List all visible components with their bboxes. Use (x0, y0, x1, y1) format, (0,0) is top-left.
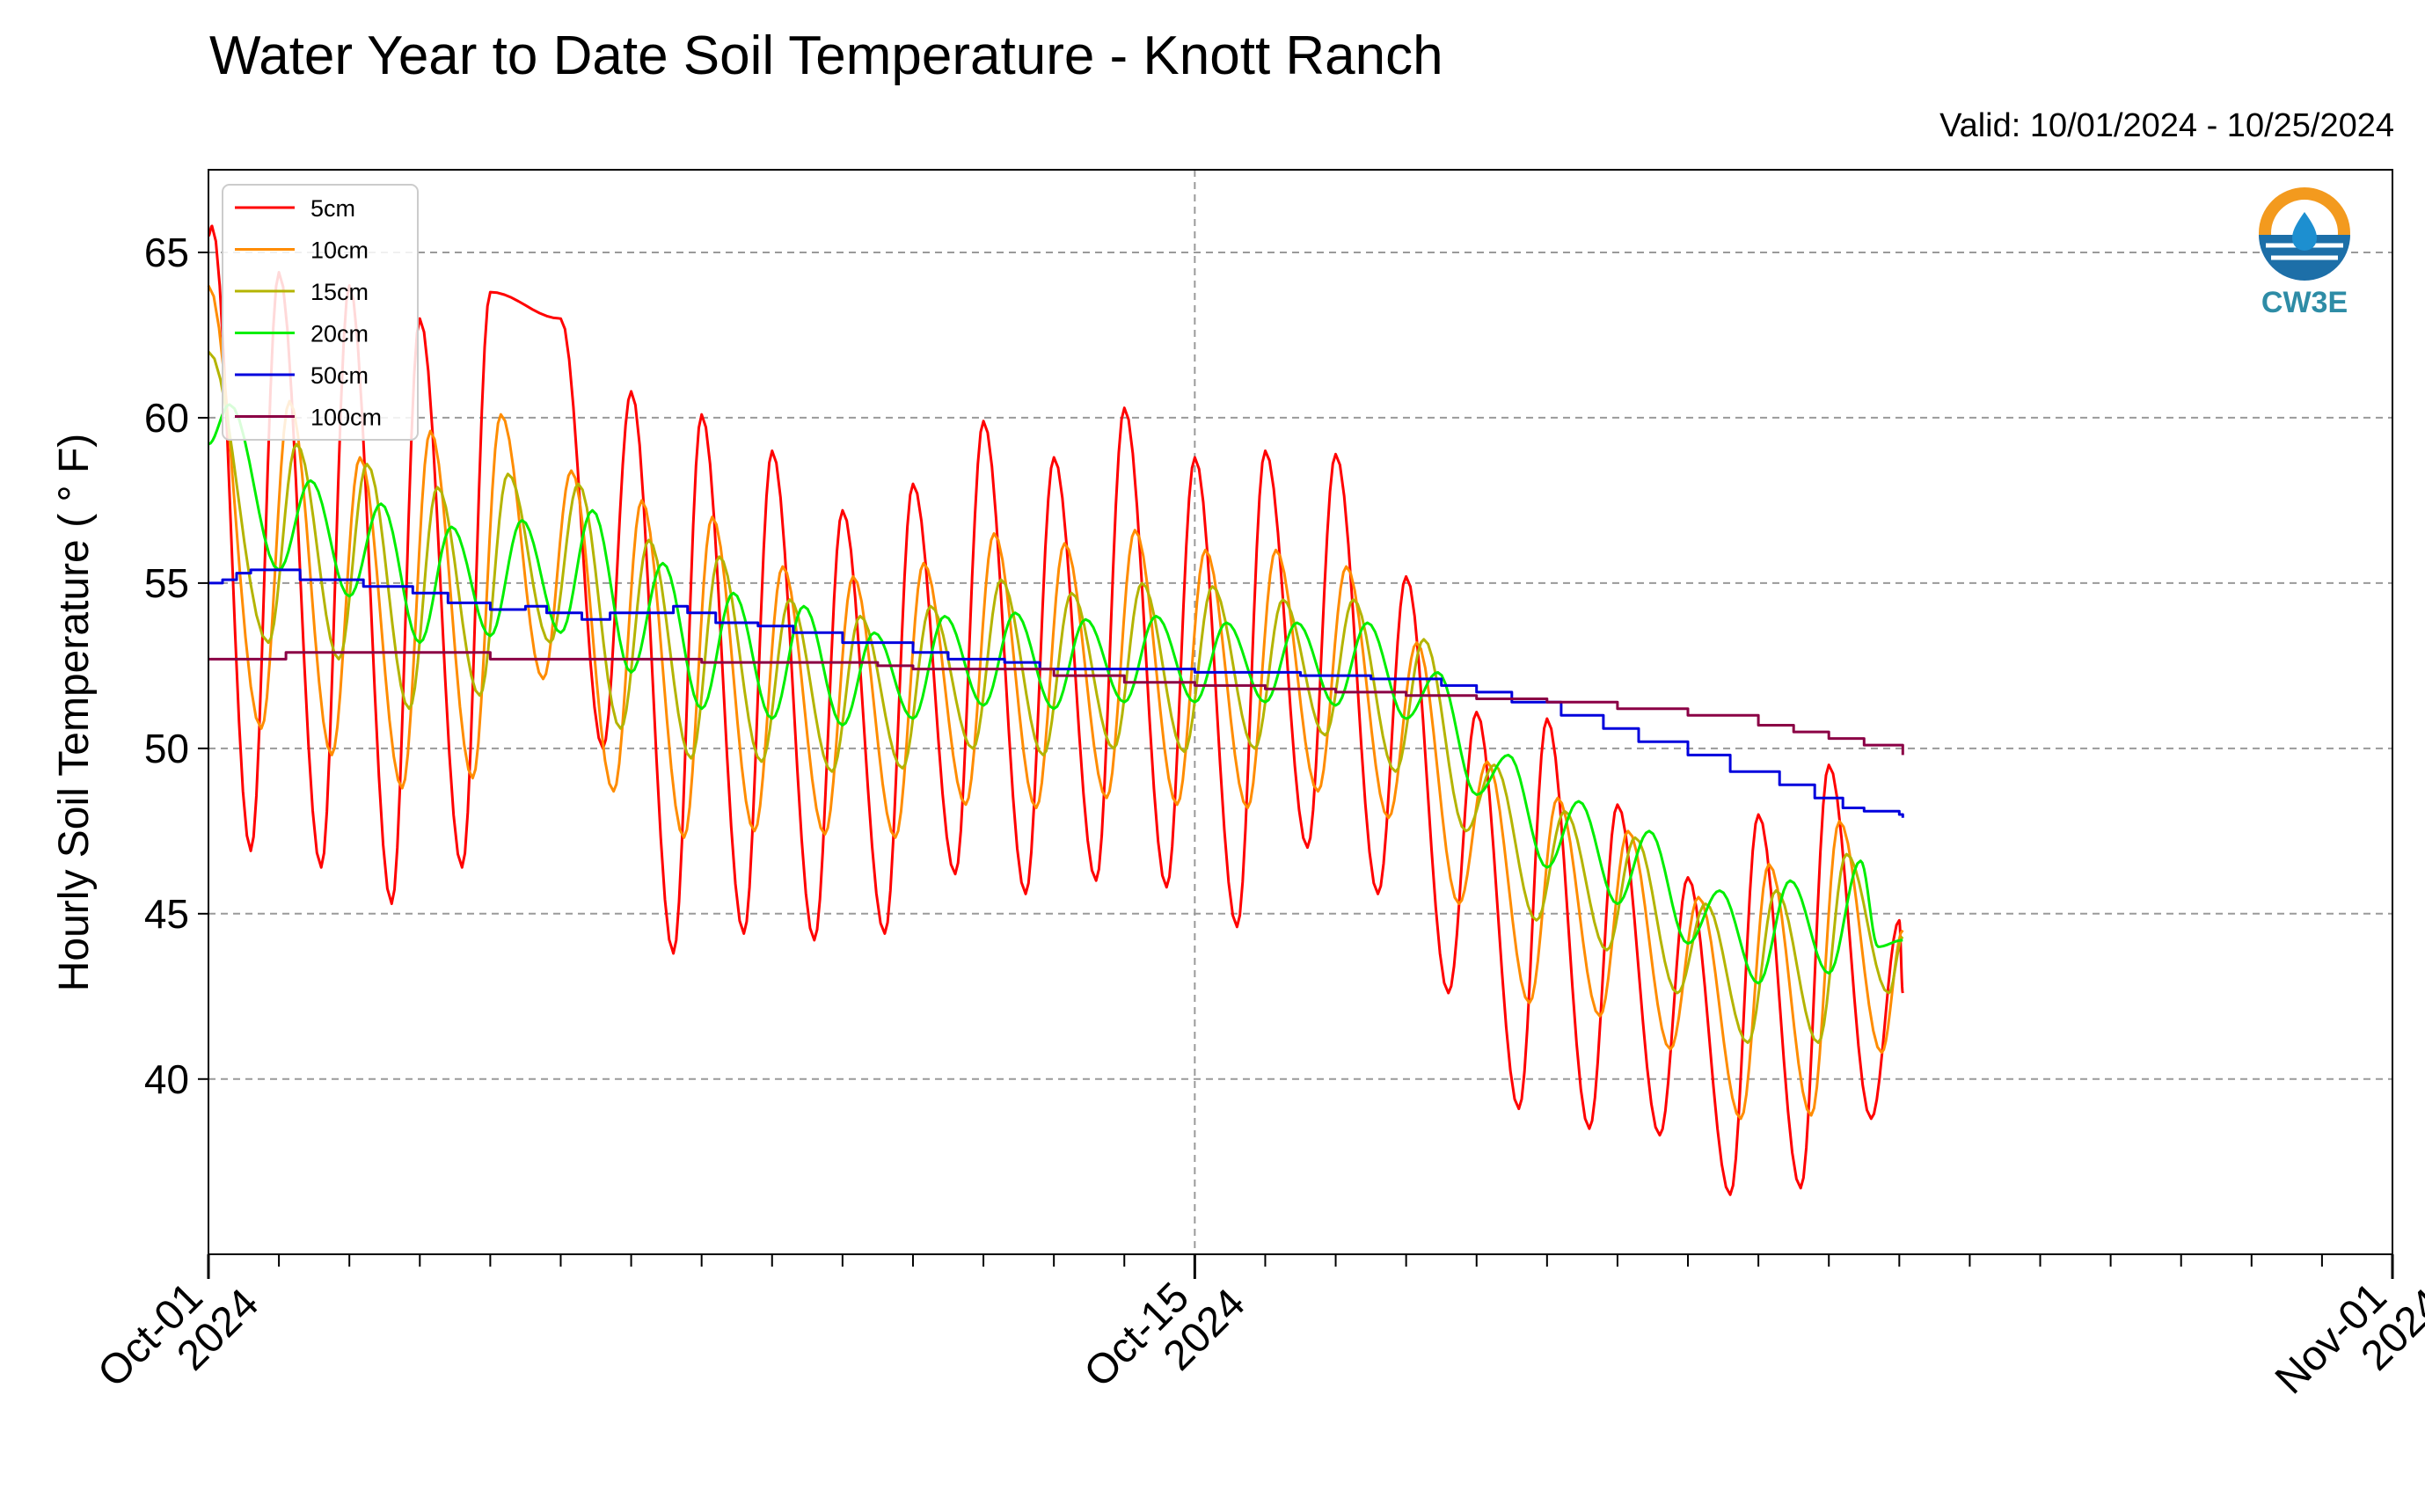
legend-entry: 15cm (310, 279, 369, 305)
x-tick-label: Oct-152024 (1076, 1249, 1254, 1428)
legend-frame (222, 184, 419, 441)
logo-text: CW3E (2261, 286, 2348, 319)
series-line-10cm (207, 284, 1904, 1121)
legend-entry: 5cm (310, 195, 355, 222)
legend-entry: 10cm (310, 237, 369, 264)
series-lines (207, 224, 1904, 1196)
series-line-20cm (208, 403, 1903, 985)
y-tick-label: 50 (144, 726, 189, 771)
series-line-5cm (207, 224, 1904, 1196)
plot-frame (208, 169, 2393, 1255)
legend: 5cm 10cm 15cm 20cm 50cm 100cm (222, 184, 419, 441)
series-line-100cm (208, 651, 1904, 756)
legend-entry: 100cm (310, 405, 382, 431)
legend-entry: 20cm (310, 321, 369, 347)
y-tick-label: 65 (144, 230, 189, 275)
valid-date-range: Valid: 10/01/2024 - 10/25/2024 (1939, 107, 2394, 144)
y-tick-label: 40 (144, 1056, 189, 1102)
y-axis-label: Hourly Soil Temperature ( ° F) (51, 434, 98, 992)
x-tick-label: Nov-012024 (2267, 1249, 2425, 1435)
y-tick-label: 60 (144, 395, 189, 441)
series-line-15cm (207, 350, 1904, 1044)
x-tick-label: Oct-012024 (89, 1249, 267, 1428)
cw3e-logo: CW3E (2259, 187, 2350, 319)
legend-entry: 50cm (310, 362, 369, 389)
series-line-50cm (208, 568, 1904, 818)
y-tick-label: 45 (144, 891, 189, 937)
y-tick-label: 55 (144, 560, 189, 606)
chart-title: Water Year to Date Soil Temperature - Kn… (209, 26, 1443, 86)
